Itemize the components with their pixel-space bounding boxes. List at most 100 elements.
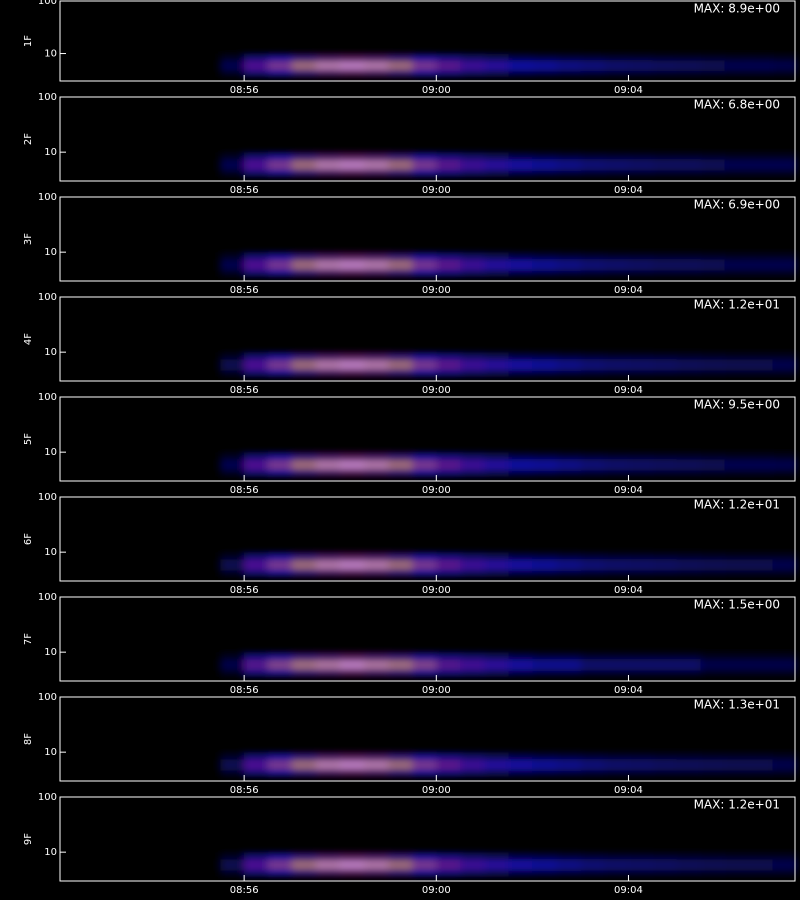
x-tick-label: 09:00 <box>422 85 451 96</box>
plot-frame <box>59 196 796 282</box>
heat-halo <box>724 252 750 277</box>
heat-halo <box>364 152 389 177</box>
heat-halo <box>484 552 509 577</box>
heat-halo <box>532 452 557 477</box>
heat-halo <box>436 53 461 77</box>
heat-halo <box>508 152 533 177</box>
x-tick-label: 09:04 <box>614 585 643 596</box>
heat-halo <box>508 652 533 677</box>
heat-halo <box>700 852 726 877</box>
heat-band <box>220 352 798 377</box>
heat-halo <box>484 652 509 677</box>
heat-band <box>220 252 798 277</box>
heat-halo <box>244 552 269 577</box>
x-tick-label: 09:00 <box>422 785 451 796</box>
heat-halo <box>724 552 750 577</box>
heat-halo <box>220 252 245 277</box>
heat-halo <box>676 652 702 677</box>
heat-halo <box>268 53 293 77</box>
heat-halo <box>292 752 317 777</box>
y-tick-label: 10 <box>44 447 57 458</box>
heat-halo <box>460 452 485 477</box>
y-tick-label: 100 <box>38 0 57 7</box>
heat-halo <box>556 53 581 77</box>
x-tick-label: 09:04 <box>614 885 643 896</box>
heat-halo <box>316 552 341 577</box>
heat-halo <box>460 352 485 377</box>
x-tick-label: 09:04 <box>614 285 643 296</box>
heat-halo <box>652 752 678 777</box>
heat-halo <box>340 552 365 577</box>
x-tick-label: 08:56 <box>230 185 259 196</box>
heat-halo <box>628 53 653 77</box>
heat-halo <box>316 452 341 477</box>
x-tick-label: 08:56 <box>230 85 259 96</box>
heat-halo <box>748 252 774 277</box>
x-tick-label: 08:56 <box>230 385 259 396</box>
heat-halo <box>508 852 533 877</box>
heat-halo <box>292 652 317 677</box>
panel: 10 100 08:56 09:00 09:04 3F MAX: 6.9e+00 <box>23 192 798 296</box>
heat-halo <box>556 752 581 777</box>
heat-halo <box>388 452 413 477</box>
heat-halo <box>652 352 678 377</box>
plot-frame <box>59 96 796 182</box>
heat-halo <box>508 752 533 777</box>
heat-halo <box>724 53 750 77</box>
panel: 10 100 08:56 09:00 09:04 7F MAX: 1.5e+00 <box>23 592 798 696</box>
heat-halo <box>532 352 557 377</box>
heat-halo <box>220 652 245 677</box>
heat-halo <box>724 152 750 177</box>
heat-halo <box>292 552 317 577</box>
heat-halo <box>748 452 774 477</box>
y-axis-label: 7F <box>23 633 34 645</box>
heat-halo <box>460 152 485 177</box>
heat-halo <box>436 452 461 477</box>
y-axis-label: 8F <box>23 733 34 745</box>
max-annotation: MAX: 1.2e+01 <box>694 498 780 512</box>
heat-halo <box>508 552 533 577</box>
max-annotation: MAX: 1.2e+01 <box>694 798 780 812</box>
heat-halo <box>292 152 317 177</box>
heat-halo <box>556 852 581 877</box>
heat-halo <box>580 652 605 677</box>
y-tick-label: 100 <box>38 692 57 703</box>
heat-halo <box>580 352 605 377</box>
y-tick-label: 100 <box>38 92 57 103</box>
heat-halo <box>484 752 509 777</box>
y-tick-label: 10 <box>44 847 57 858</box>
heat-halo <box>364 252 389 277</box>
heat-halo <box>364 53 389 77</box>
heat-halo <box>268 352 293 377</box>
heat-halo <box>412 152 437 177</box>
y-axis-label: 9F <box>23 833 34 845</box>
heat-halo <box>604 352 629 377</box>
heat-halo <box>460 752 485 777</box>
max-annotation: MAX: 6.8e+00 <box>694 98 780 112</box>
x-tick-label: 09:00 <box>422 285 451 296</box>
heat-halo <box>292 53 317 77</box>
heat-halo <box>220 752 245 777</box>
y-tick-label: 100 <box>38 292 57 303</box>
heat-halo <box>652 552 678 577</box>
heat-halo <box>484 452 509 477</box>
heat-halo <box>244 53 269 77</box>
heat-halo <box>292 852 317 877</box>
heat-halo <box>652 152 678 177</box>
plot-frame <box>59 696 796 782</box>
heat-halo <box>700 152 726 177</box>
x-tick-label: 09:04 <box>614 485 643 496</box>
heat-halo <box>220 53 245 77</box>
heat-halo <box>460 53 485 77</box>
heat-halo <box>484 852 509 877</box>
heat-halo <box>604 852 629 877</box>
y-axis-label: 1F <box>23 35 34 47</box>
x-tick-label: 09:00 <box>422 485 451 496</box>
panel: 10 100 08:56 09:00 09:04 5F MAX: 9.5e+00 <box>23 392 798 496</box>
heat-halo <box>556 452 581 477</box>
heat-halo <box>628 852 653 877</box>
heat-halo <box>604 652 629 677</box>
y-tick-label: 100 <box>38 392 57 403</box>
heat-halo <box>412 652 437 677</box>
